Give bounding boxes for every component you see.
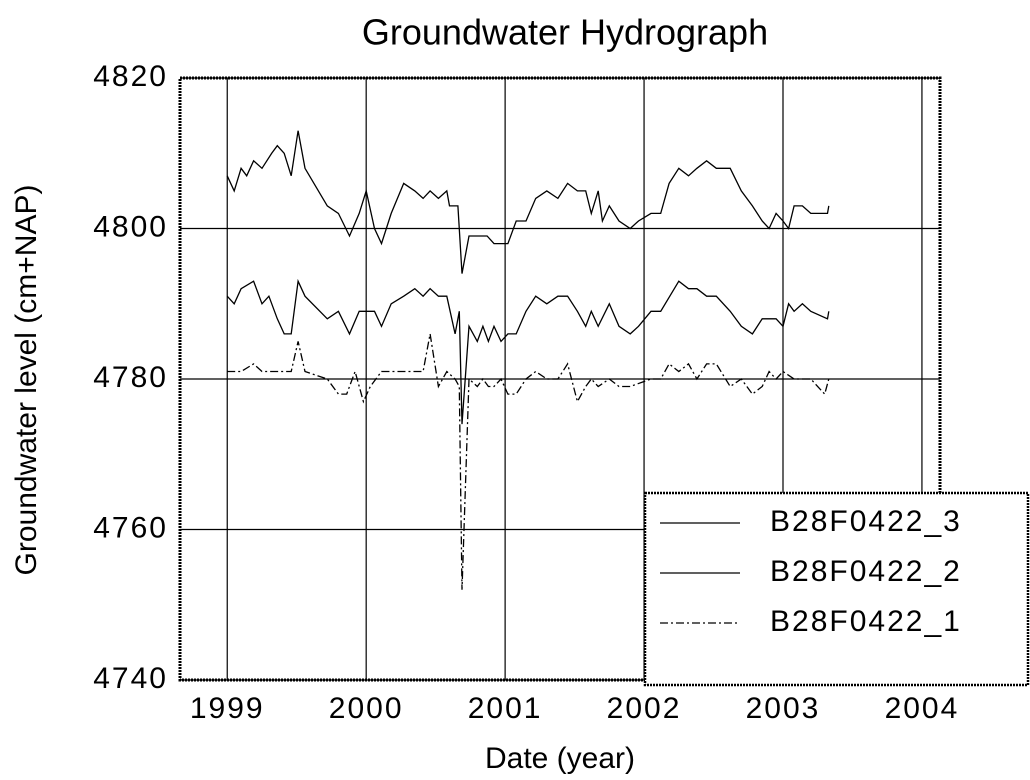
legend-label: B28F0422_2 — [770, 555, 962, 588]
x-axis-label: Date (year) — [485, 742, 635, 775]
legend-label: B28F0422_1 — [770, 605, 962, 638]
chart-title: Groundwater Hydrograph — [362, 12, 768, 53]
y-tick-label: 4780 — [93, 361, 168, 394]
legend-box — [643, 491, 1030, 687]
legend-label: B28F0422_3 — [770, 505, 962, 538]
plot-frame — [178, 76, 942, 682]
series-line — [226, 130, 830, 274]
series-line — [227, 333, 830, 590]
x-tick-label: 1999 — [190, 692, 265, 725]
x-tick-label: 2002 — [607, 692, 682, 725]
y-axis-label: Groundwater level (cm+NAP) — [10, 185, 43, 576]
x-tick-label: 2004 — [885, 692, 960, 725]
x-tick-label: 2003 — [746, 692, 821, 725]
series-line — [226, 278, 830, 425]
y-tick-label: 4820 — [93, 60, 168, 93]
x-tick-label: 2000 — [329, 692, 404, 725]
y-tick-label: 4740 — [93, 662, 168, 695]
x-tick-label: 2001 — [468, 692, 543, 725]
y-tick-label: 4760 — [93, 511, 168, 544]
y-tick-label: 4800 — [93, 210, 168, 243]
